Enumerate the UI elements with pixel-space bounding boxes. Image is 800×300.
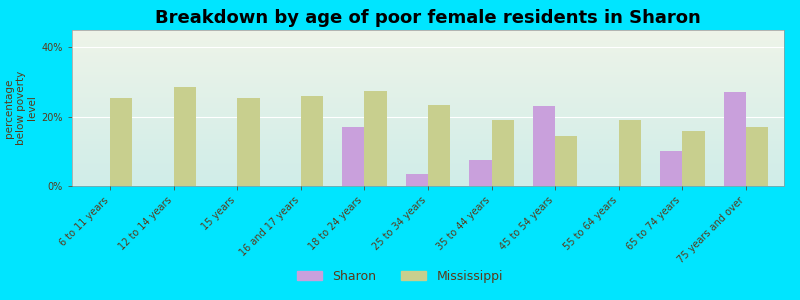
Legend: Sharon, Mississippi: Sharon, Mississippi bbox=[292, 265, 508, 288]
Bar bbox=[555, 136, 578, 186]
Bar bbox=[746, 127, 768, 186]
Bar bbox=[724, 92, 746, 186]
Bar bbox=[428, 104, 450, 186]
Bar bbox=[110, 98, 132, 186]
Bar bbox=[682, 130, 705, 186]
Bar bbox=[365, 91, 386, 186]
Bar bbox=[301, 96, 323, 186]
Y-axis label: percentage
below poverty
level: percentage below poverty level bbox=[4, 71, 38, 145]
Bar bbox=[491, 120, 514, 186]
Bar bbox=[533, 106, 555, 186]
Title: Breakdown by age of poor female residents in Sharon: Breakdown by age of poor female resident… bbox=[155, 9, 701, 27]
Bar bbox=[406, 174, 428, 186]
Bar bbox=[470, 160, 491, 186]
Bar bbox=[174, 87, 196, 186]
Bar bbox=[238, 98, 259, 186]
Bar bbox=[342, 127, 365, 186]
Bar bbox=[660, 151, 682, 186]
Bar bbox=[618, 120, 641, 186]
